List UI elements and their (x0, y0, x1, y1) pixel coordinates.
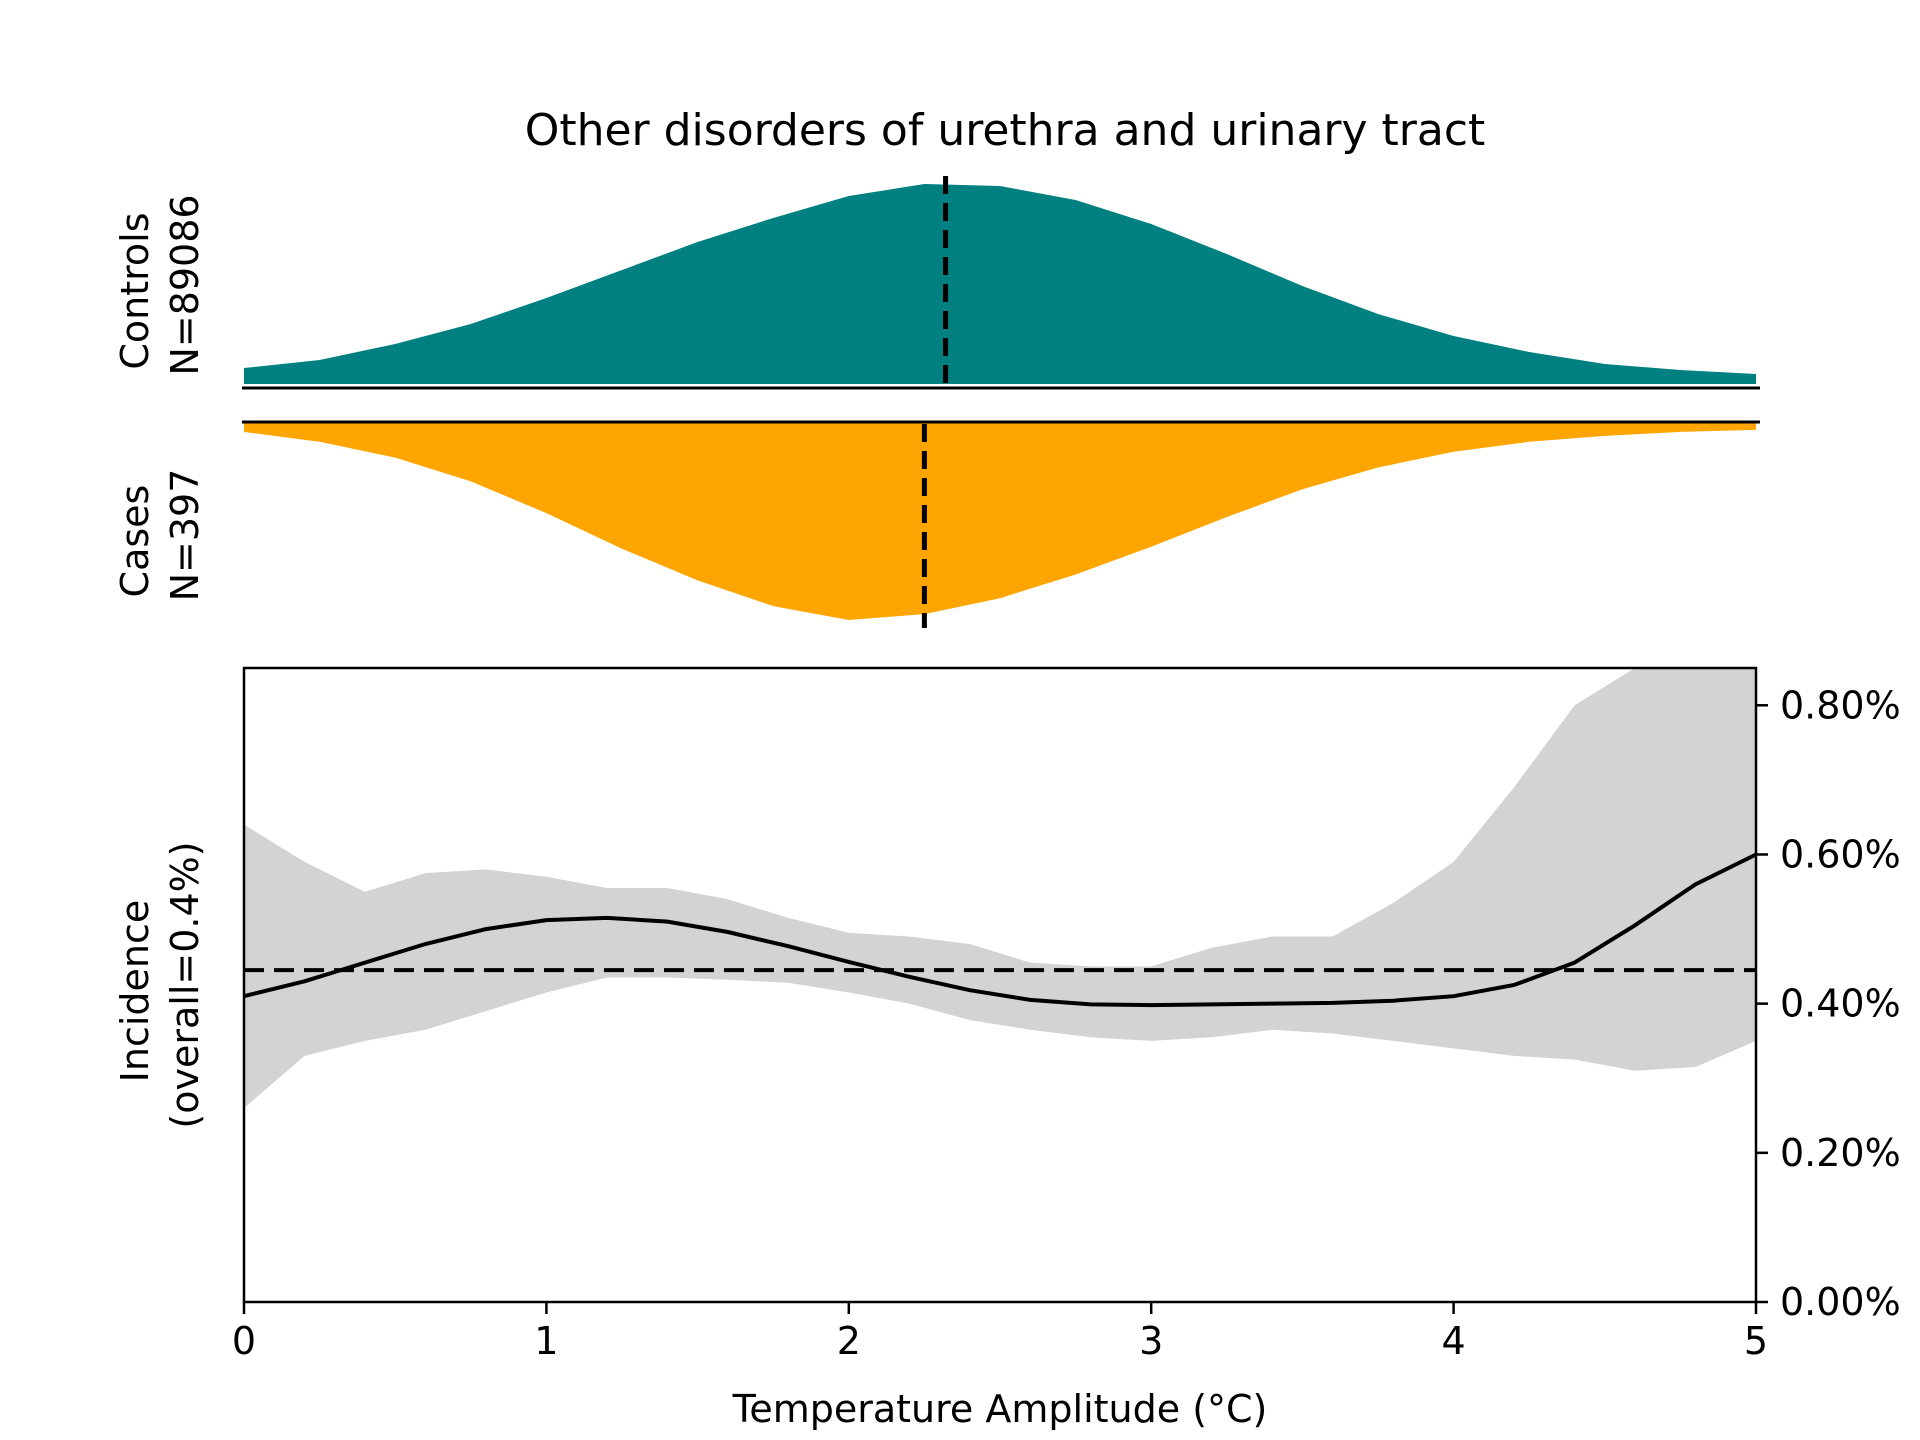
y-tick-label: 0.40% (1780, 982, 1901, 1026)
incidence-panel: 0 1 2 3 4 5 0.00% 0.20% 0.40% 0.60% 0.80% Tempera… (113, 666, 1901, 1431)
cases-ylabel: Cases N=397 (113, 469, 207, 602)
cases-panel: Cases N=397 (113, 420, 1760, 628)
y-tick-label: 0.60% (1780, 832, 1901, 876)
cases-ylabel-line2: N=397 (163, 469, 207, 602)
x-axis-label: Temperature Amplitude (°C) (732, 1387, 1268, 1431)
y-tick-label: 0.20% (1780, 1131, 1901, 1175)
x-axis-ticks: 0 1 2 3 4 5 (232, 1302, 1768, 1363)
controls-ylabel: Controls N=89086 (113, 194, 207, 375)
cases-ylabel-line1: Cases (113, 485, 157, 598)
x-tick-label: 5 (1744, 1319, 1768, 1363)
incidence-ylabel-line2: (overall=0.4%) (163, 841, 207, 1128)
confidence-band (244, 668, 1756, 1109)
y-tick-label: 0.80% (1780, 683, 1901, 727)
chart-title: Other disorders of urethra and urinary t… (525, 105, 1486, 156)
incidence-ylabel-line1: Incidence (113, 900, 157, 1083)
incidence-ylabel: Incidence (overall=0.4%) (113, 841, 207, 1128)
x-tick-label: 2 (837, 1319, 861, 1363)
x-tick-label: 0 (232, 1319, 256, 1363)
controls-panel: Controls N=89086 (113, 176, 1760, 390)
plot-frame (242, 666, 1758, 1304)
controls-ylabel-line2: N=89086 (163, 194, 207, 375)
cases-density-area (244, 422, 1756, 620)
controls-ylabel-line1: Controls (113, 212, 157, 369)
x-tick-label: 4 (1442, 1319, 1466, 1363)
x-tick-label: 3 (1139, 1319, 1163, 1363)
y-tick-label: 0.00% (1780, 1280, 1901, 1324)
controls-density-area (244, 184, 1756, 384)
x-tick-label: 1 (534, 1319, 558, 1363)
y-axis-ticks: 0.00% 0.20% 0.40% 0.60% 0.80% (1756, 683, 1901, 1324)
incidence-curve (243, 852, 1757, 1008)
